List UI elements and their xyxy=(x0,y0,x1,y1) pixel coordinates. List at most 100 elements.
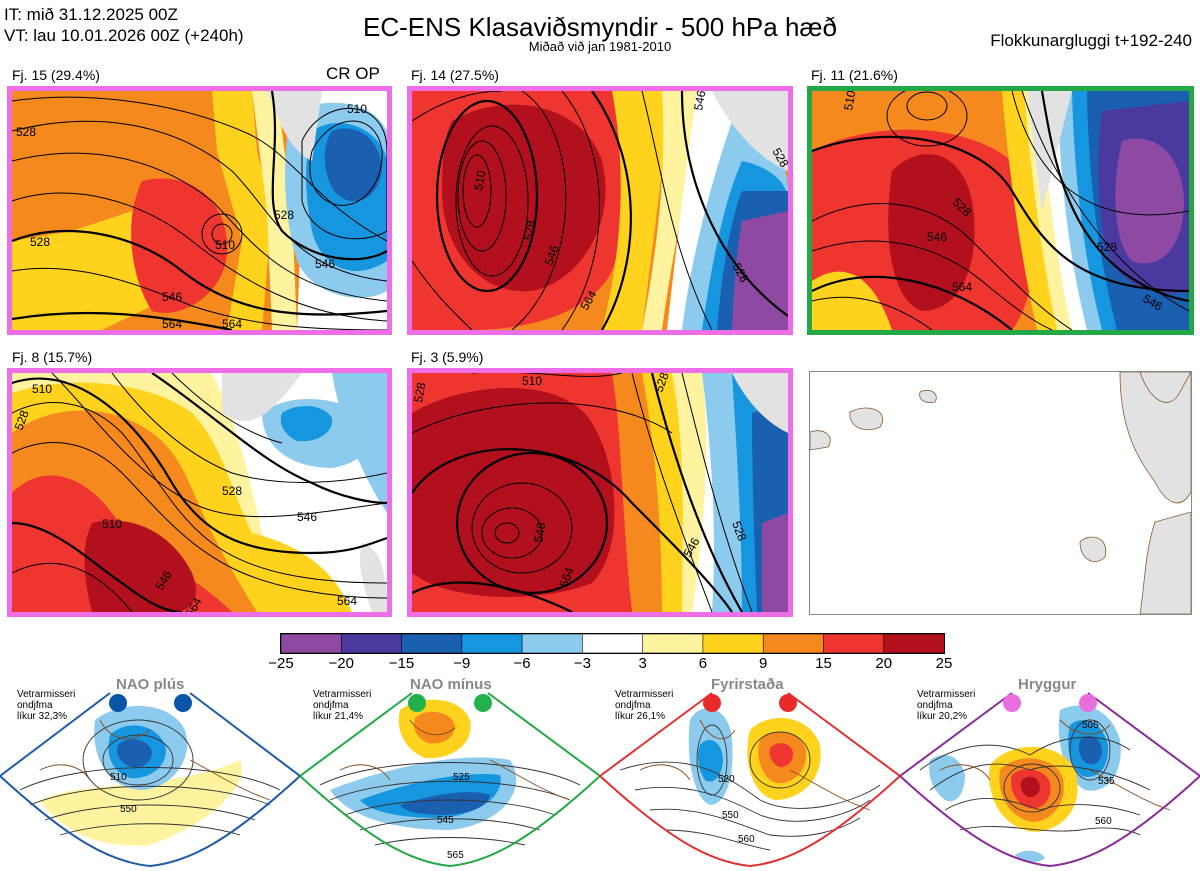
colorbar-tick-label: −15 xyxy=(388,655,415,672)
contour-label: 546 xyxy=(542,243,562,267)
contour-label: 528 xyxy=(412,381,428,403)
note-line: ondjfma xyxy=(917,700,953,711)
page-title: EC-ENS Klasaviðsmyndir - 500 hPa hæð xyxy=(363,12,837,42)
cluster-map-2: 510 528 546 564 528 546 528 xyxy=(407,86,793,335)
regime-map-nao-plus: 510 550 xyxy=(0,692,302,868)
contour-label: 546 xyxy=(297,510,317,524)
colorbar-swatch xyxy=(340,633,403,654)
contour-label: 520 xyxy=(718,774,735,785)
contour-label: 528 xyxy=(521,219,538,241)
panel-label-1: Fj. 15 (29.4%) xyxy=(12,67,100,83)
cluster-map-5: 510 528 546 564 528 546 528 xyxy=(407,368,793,617)
contour-label: 564 xyxy=(222,317,242,330)
contour-label: 510 xyxy=(110,772,127,783)
colorbar-tick-label: 15 xyxy=(815,655,832,672)
colorbar-tick-label: −6 xyxy=(513,655,531,672)
contour-label: 560 xyxy=(738,834,755,845)
regime-dot xyxy=(1003,694,1021,712)
regime-title: Hryggur xyxy=(1018,676,1077,693)
panel-label-2: Fj. 14 (27.5%) xyxy=(411,67,499,83)
contour-label: 550 xyxy=(120,804,137,815)
colorbar-swatch xyxy=(461,633,523,654)
regime-dot xyxy=(779,694,797,712)
contour-label: 510 xyxy=(102,517,122,531)
colorbar-tick-label: 25 xyxy=(935,655,953,672)
note-line: Vetrarmisseri xyxy=(615,689,674,700)
contour-label: 525 xyxy=(453,772,470,783)
panel-label-3: Fj. 11 (21.6%) xyxy=(811,67,898,83)
base-map xyxy=(809,371,1192,615)
note-line: Vetrarmisseri xyxy=(313,689,372,700)
colorbar-tick-label: −20 xyxy=(328,655,354,672)
colorbar-tick-label: 20 xyxy=(875,655,893,672)
regime-map-ridge: 505 535 560 xyxy=(899,692,1200,868)
colorbar-swatch xyxy=(823,633,885,654)
contour-label: 528 xyxy=(729,519,749,543)
contour-label: 564 xyxy=(162,317,182,330)
classification-window: Flokkunargluggi t+192-240 xyxy=(990,31,1192,50)
cluster-map-4: 510 528 546 564 528 546 564 510 xyxy=(7,368,392,617)
contour-label: 546 xyxy=(531,521,548,543)
note-line: ondjfma xyxy=(313,700,349,711)
colorbar-tick-label: −25 xyxy=(268,655,294,672)
header-dates: IT: mið 31.12.2025 00Z VT: lau 10.01.202… xyxy=(4,4,244,46)
contour-label: 528 xyxy=(16,125,36,139)
regime-title: NAO plús xyxy=(116,676,185,693)
contour-label: 564 xyxy=(337,594,357,608)
regime-map-blocking: 520 550 560 xyxy=(599,692,902,868)
colorbar-tick-label: 6 xyxy=(698,655,708,672)
regime-title: Fyrirstaða xyxy=(711,676,784,693)
note-line: líkur 32,3% xyxy=(17,711,68,722)
cluster-map-3: 510 528 546 564 528 546 xyxy=(807,86,1194,335)
note-line: líkur 20,2% xyxy=(917,711,968,722)
colorbar-swatches xyxy=(280,633,945,654)
colorbar-swatch xyxy=(582,633,644,654)
colorbar-tick-label: −3 xyxy=(573,655,591,672)
contour-label: 564 xyxy=(952,280,972,294)
regime-note: Vetrarmisseri ondjfma líkur 32,3% xyxy=(17,689,75,722)
regime-dot xyxy=(703,694,721,712)
note-line: líkur 26,1% xyxy=(615,711,666,722)
contour-label: 510 xyxy=(32,382,52,396)
panel-label-4: Fj. 8 (15.7%) xyxy=(12,349,93,365)
contour-label: 546 xyxy=(691,91,708,112)
contour-label: 560 xyxy=(1095,816,1112,827)
colorbar xyxy=(280,633,945,654)
note-line: ondjfma xyxy=(615,700,651,711)
contour-label: 528 xyxy=(12,408,32,432)
contour-label: 528 xyxy=(30,235,50,249)
regime-maps: 510 550 525 545 565 xyxy=(0,692,1200,868)
panel-tag-crop: CR OP xyxy=(326,64,380,83)
contour-label: 564 xyxy=(557,565,577,589)
regime-dot xyxy=(474,694,492,712)
note-line: Vetrarmisseri xyxy=(17,689,76,700)
regime-title: NAO mínus xyxy=(410,676,492,693)
contour-label: 535 xyxy=(1098,776,1115,787)
contour-label: 565 xyxy=(447,850,464,861)
note-line: ondjfma xyxy=(17,700,53,711)
colorbar-swatch xyxy=(401,633,463,654)
colorbar-swatch xyxy=(280,633,343,654)
cluster-map-1: 510 528 546 564 528 510 546 564 528 xyxy=(7,86,392,335)
note-line: líkur 21,4% xyxy=(313,711,364,722)
regime-dot xyxy=(1079,694,1097,712)
contour-label: 505 xyxy=(1082,720,1099,731)
contour-label: 545 xyxy=(437,815,454,826)
contour-label: 510 xyxy=(522,374,542,388)
contour-label: 510 xyxy=(841,91,858,112)
regime-dot xyxy=(408,694,426,712)
colorbar-tick-label: 3 xyxy=(638,655,647,672)
contour-label: 546 xyxy=(315,257,335,271)
colorbar-tick-label: −9 xyxy=(453,655,471,672)
regime-note: Vetrarmisseri ondjfma líkur 20,2% xyxy=(917,689,975,722)
colorbar-swatch xyxy=(762,633,825,654)
colorbar-swatch xyxy=(642,633,704,654)
panel-label-5: Fj. 3 (5.9%) xyxy=(411,349,484,365)
colorbar-swatch xyxy=(702,633,764,654)
contour-label: 510 xyxy=(347,102,367,116)
contour-label: 550 xyxy=(722,810,739,821)
regime-note: Vetrarmisseri ondjfma líkur 26,1% xyxy=(615,689,673,722)
colorbar-swatch xyxy=(883,633,945,654)
contour-label: 528 xyxy=(1097,240,1117,254)
regime-map-nao-minus: 525 545 565 xyxy=(299,692,602,868)
